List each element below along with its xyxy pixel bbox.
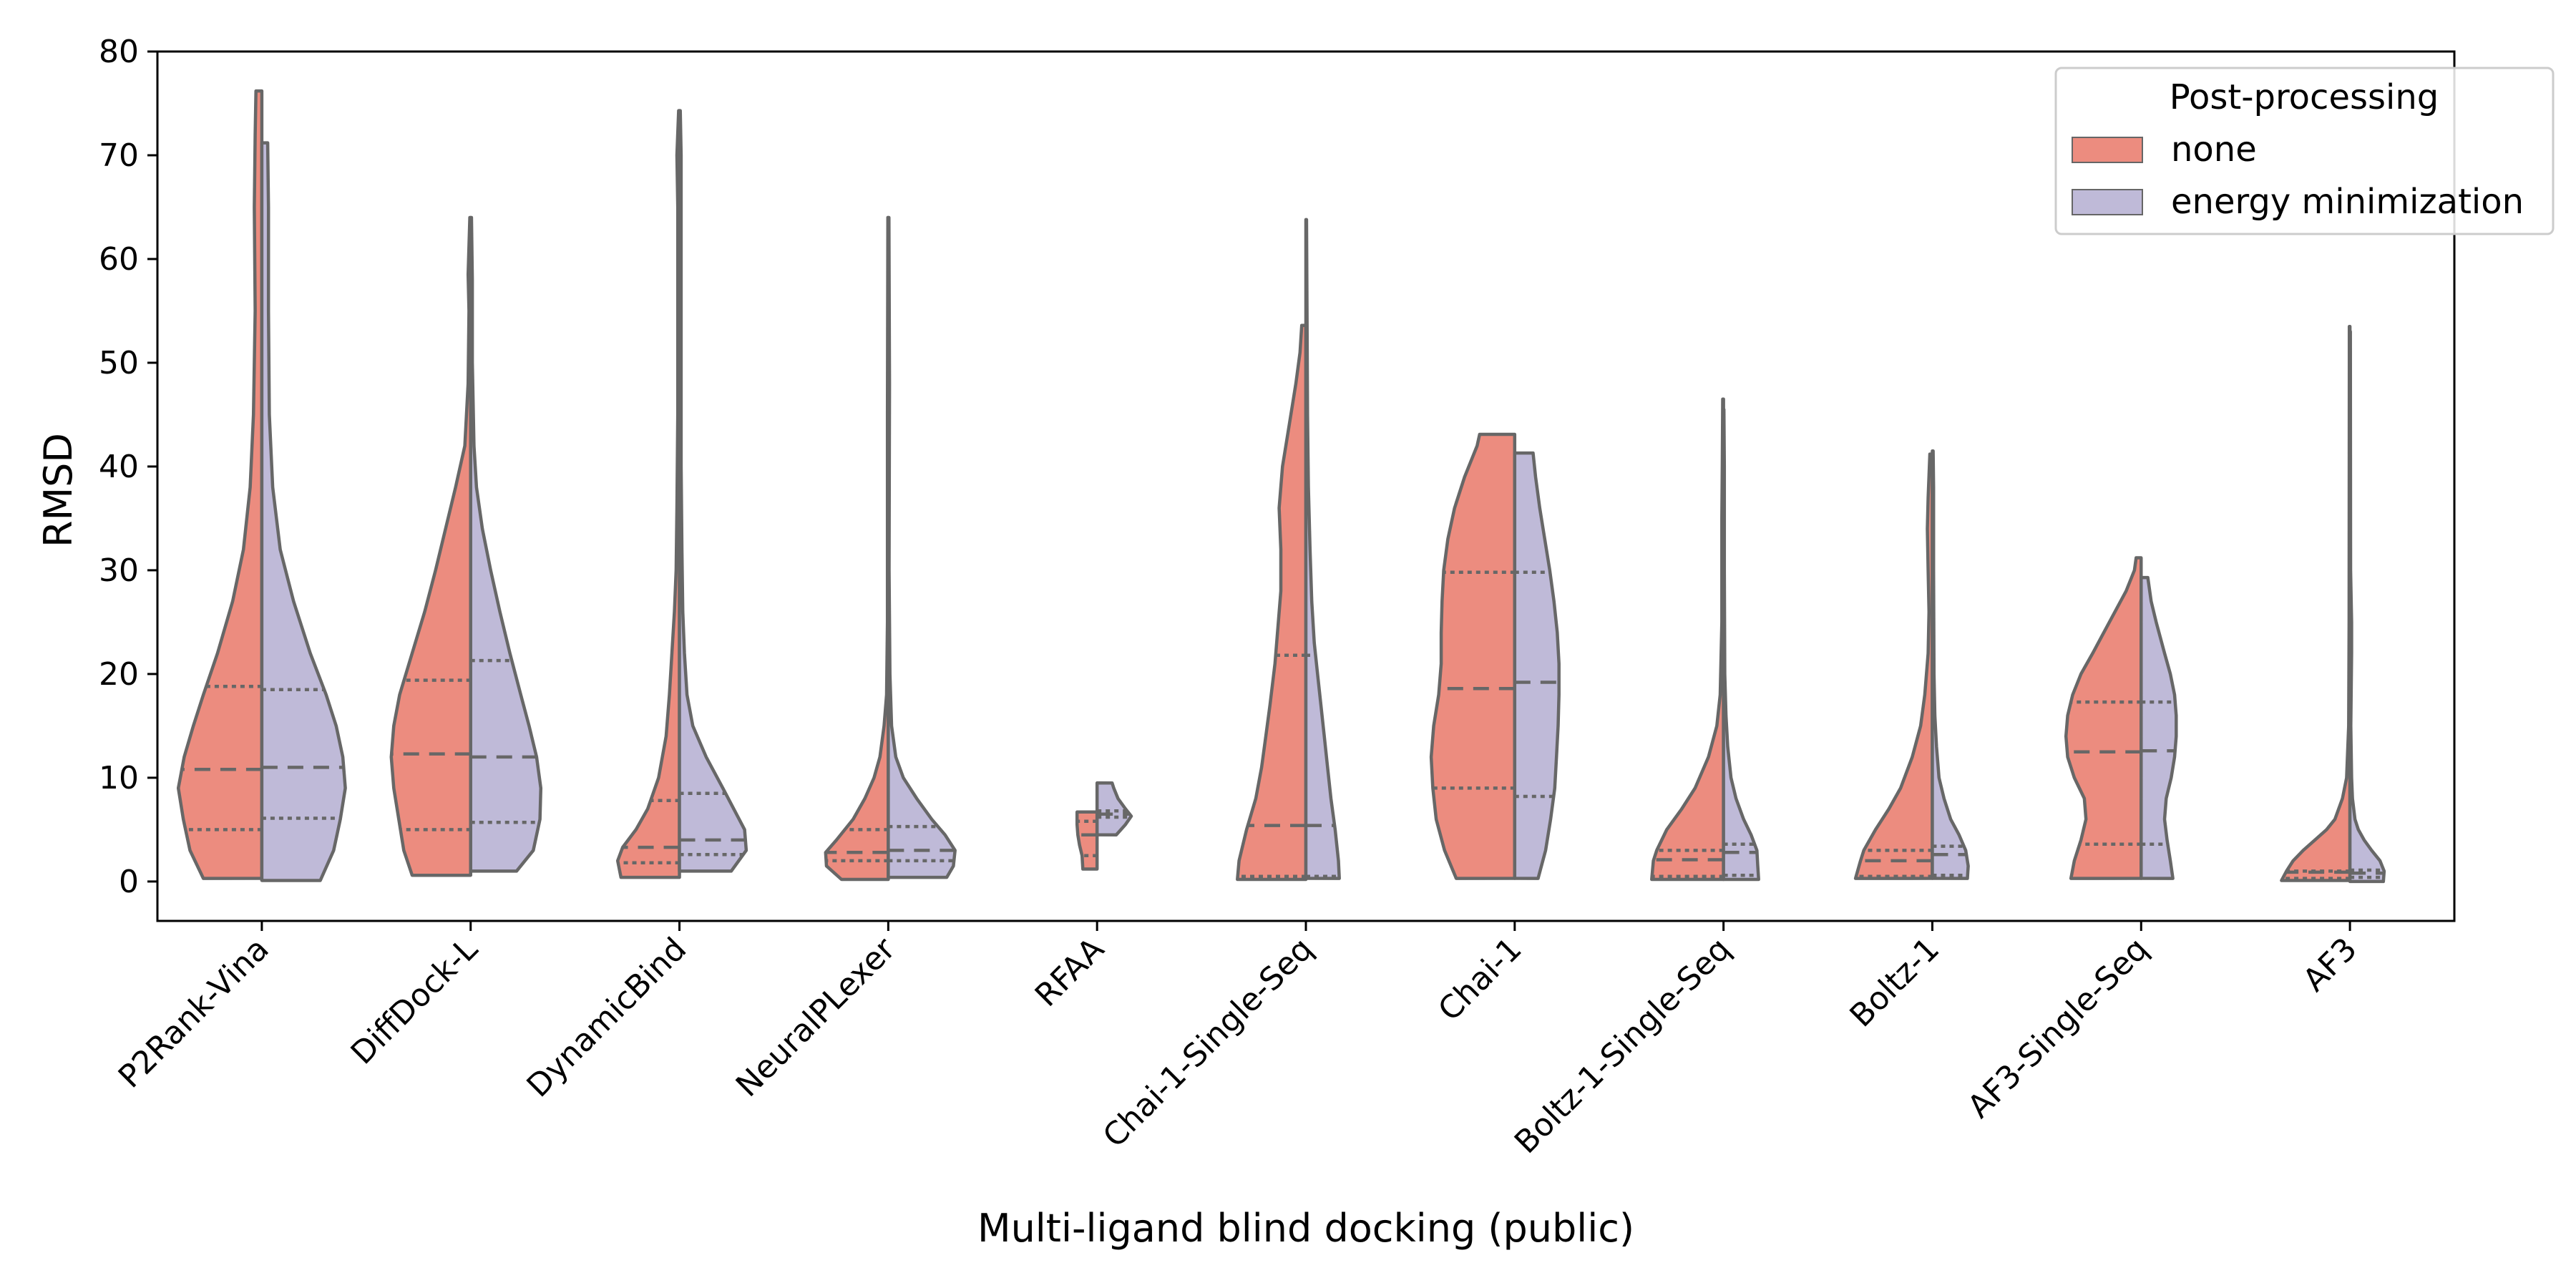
legend-swatch-energy-minimization [2072,189,2143,215]
violin-chai-1-energy-minimization [1513,451,1561,880]
violin-chai-1-single-seq-energy-minimization [1304,218,1341,880]
violin-neuralplexer-none [824,215,890,882]
violin-diffdock-l-energy-minimization [469,215,543,873]
y-tick-label: 10 [99,760,139,796]
y-tick-label: 40 [99,449,139,485]
x-tick-label: RFAA [1028,931,1111,1014]
y-tick-label: 20 [99,656,139,693]
legend-swatch-none [2072,137,2143,163]
violin-boltz-1-single-seq-none [1650,397,1725,882]
legend-label-none: none [2171,130,2257,170]
x-tick-label: AF3 [2296,931,2364,999]
y-tick-label: 50 [99,345,139,381]
x-tick-label: NeuralPLexer [729,930,903,1104]
y-tick-label: 30 [99,552,139,589]
violin-boltz-1-single-seq-energy-minimization [1722,407,1760,882]
x-tick-label: Boltz-1-Single-Seq [1508,931,1737,1161]
plot-frame [156,50,2456,922]
violin-chai-1-single-seq-none [1236,323,1308,882]
violin-af3-none [2280,324,2352,882]
violin-neuralplexer-energy-minimization [887,215,957,879]
x-tick-label: Chai-1-Single-Seq [1096,931,1320,1155]
violin-dynamicbind-none [615,109,681,879]
x-tick-label: Boltz-1 [1843,931,1947,1035]
violin-af3-energy-minimization [2348,330,2386,884]
x-tick-label: P2Rank-Vina [112,931,276,1096]
y-tick-label: 0 [119,864,139,900]
violin-rfaa-energy-minimization [1095,781,1133,836]
x-axis-label: Multi-ligand blind docking (public) [977,1206,1634,1251]
y-tick-label: 60 [99,241,139,278]
x-tick-label: DiffDock-L [344,930,485,1071]
violin-chai-1-none [1429,432,1517,880]
violin-layer [176,89,2386,884]
legend: Post-processing none energy minimization [2054,67,2555,235]
violin-boltz-1-energy-minimization [1931,449,1970,880]
legend-label-energy-minimization: energy minimization [2171,182,2524,222]
y-axis-label: RMSD [36,433,81,547]
violin-dynamicbind-energy-minimization [678,109,748,873]
violin-rfaa-none [1075,810,1099,871]
violin-diffdock-l-none [389,215,472,877]
violin-af3-single-seq-energy-minimization [2140,575,2178,880]
violin-af3-single-seq-none [2064,556,2143,880]
y-tick-label: 80 [99,34,139,70]
y-tick-label: 70 [99,137,139,174]
violin-p2rank-vina-none [176,89,264,880]
x-tick-label: DynamicBind [520,931,694,1105]
x-tick-label: Chai-1 [1431,931,1528,1028]
violin-boltz-1-none [1853,452,1934,880]
violin-p2rank-vina-energy-minimization [260,141,347,882]
legend-frame [2054,67,2555,235]
x-tick-label: AF3-Single-Seq [1961,931,2155,1126]
legend-title: Post-processing [2170,77,2439,117]
